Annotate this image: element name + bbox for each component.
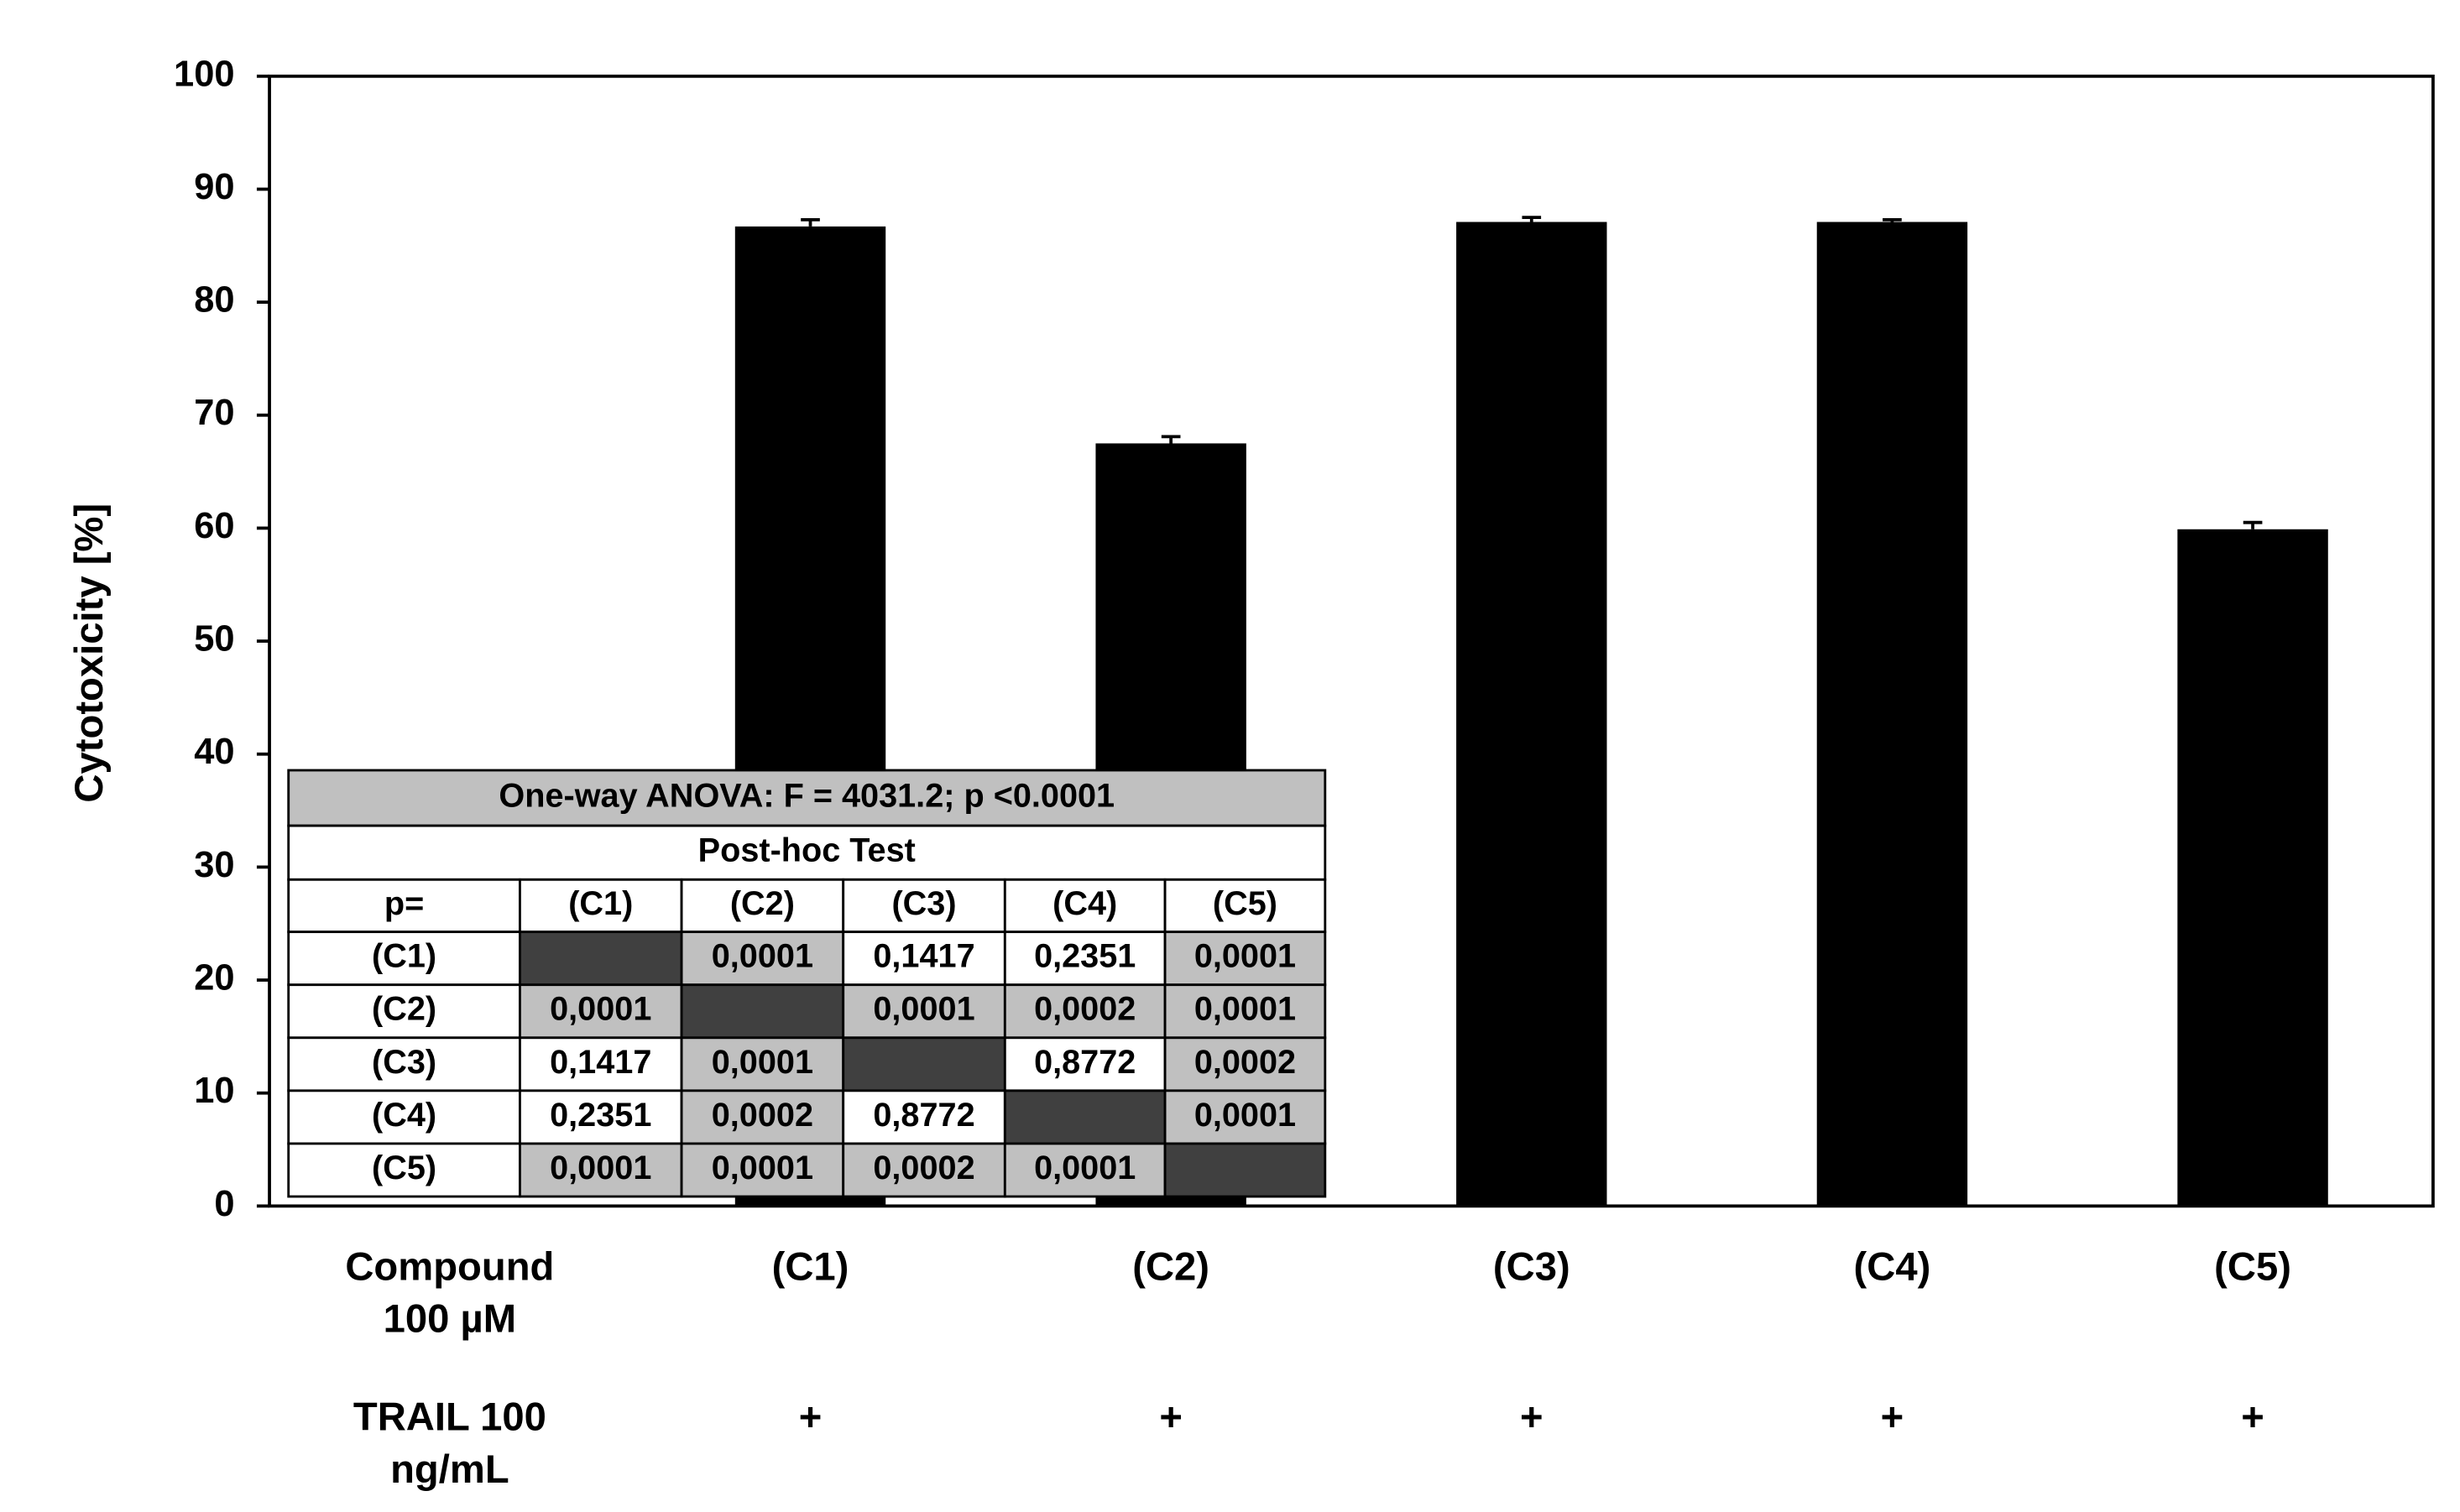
table-cell bbox=[287, 1036, 521, 1092]
table-value: 0,0001 bbox=[873, 991, 974, 1028]
table-header-cell bbox=[519, 878, 683, 934]
table-header-cell bbox=[842, 878, 1006, 934]
x-tick-label: (C5) bbox=[2214, 1244, 2291, 1289]
table-header-cell bbox=[1003, 878, 1167, 934]
table-cell bbox=[1003, 1036, 1167, 1092]
table-row-header: (C1) bbox=[372, 938, 436, 975]
table-cell bbox=[842, 1089, 1006, 1145]
table-value: 0,0002 bbox=[712, 1097, 813, 1134]
y-tick-label: 60 bbox=[194, 506, 234, 546]
error-bar bbox=[2243, 520, 2263, 529]
y-tick-label: 30 bbox=[194, 845, 234, 885]
x-tick-label: (C1) bbox=[772, 1244, 849, 1289]
table-value: 0,0001 bbox=[550, 991, 651, 1028]
table-header: (C3) bbox=[891, 885, 956, 922]
table-value: 0,0001 bbox=[712, 1044, 813, 1081]
table-cell bbox=[1003, 1089, 1167, 1145]
table-value: 0,1417 bbox=[873, 938, 974, 975]
table-cell bbox=[680, 1142, 845, 1198]
table-value: 0,0002 bbox=[1194, 1044, 1296, 1081]
trail-label: + bbox=[1881, 1395, 1904, 1440]
y-tick-label: 10 bbox=[194, 1071, 234, 1111]
x-tick-label: (C3) bbox=[1493, 1244, 1570, 1289]
error-bar bbox=[1883, 217, 1902, 222]
table-cell bbox=[287, 1142, 521, 1198]
table-cell bbox=[1163, 1036, 1327, 1092]
table-subtitle: Post-hoc Test bbox=[698, 832, 916, 869]
bar bbox=[1816, 222, 1968, 1207]
x-tick-label: (C2) bbox=[1132, 1244, 1209, 1289]
y-tick-label: 90 bbox=[194, 167, 234, 207]
table-header: (C1) bbox=[568, 885, 633, 922]
y-tick-label: 80 bbox=[194, 280, 234, 321]
y-tick-label: 100 bbox=[174, 54, 234, 94]
trail-label: + bbox=[799, 1395, 823, 1440]
table-value: 0,0001 bbox=[712, 1150, 813, 1186]
table-value: 0,0001 bbox=[1194, 938, 1296, 975]
error-bar bbox=[1161, 435, 1181, 444]
table-cell bbox=[680, 1036, 845, 1092]
table-cell bbox=[519, 1089, 683, 1145]
table-title: One-way ANOVA: F = 4031.2; p <0.0001 bbox=[499, 778, 1115, 815]
table-cell bbox=[1003, 983, 1167, 1040]
y-axis-label: Cytotoxicity [%] bbox=[67, 503, 112, 803]
x-tick-label: (C4) bbox=[1854, 1244, 1931, 1289]
table-value: 0,0002 bbox=[873, 1150, 974, 1186]
table-header-cell bbox=[287, 878, 521, 934]
table-subtitle-cell bbox=[287, 824, 1327, 881]
y-tick-label: 50 bbox=[194, 619, 234, 660]
table-value: 0,0001 bbox=[1034, 1150, 1136, 1186]
table-cell bbox=[1163, 1142, 1327, 1198]
table-cell bbox=[1003, 931, 1167, 987]
table-value: 0,0001 bbox=[550, 1150, 651, 1186]
table-title-cell bbox=[287, 769, 1327, 827]
error-bar bbox=[1522, 216, 1542, 222]
table-value: 0,2351 bbox=[550, 1097, 651, 1134]
y-tick-label: 70 bbox=[194, 393, 234, 433]
table-value: 0,0002 bbox=[1034, 991, 1136, 1028]
row-label: TRAIL 100 bbox=[353, 1395, 546, 1440]
table-cell bbox=[842, 1036, 1006, 1092]
y-tick-label: 0 bbox=[214, 1184, 234, 1224]
y-tick-label: 40 bbox=[194, 732, 234, 772]
row-label: ng/mL bbox=[390, 1447, 509, 1492]
table-cell bbox=[519, 931, 683, 987]
table-cell bbox=[519, 1036, 683, 1092]
table-row-header: (C4) bbox=[372, 1097, 436, 1134]
trail-label: + bbox=[1520, 1395, 1543, 1440]
row-label: Compound bbox=[345, 1244, 554, 1289]
table-value: 0,2351 bbox=[1034, 938, 1136, 975]
table-value: 0,8772 bbox=[1034, 1044, 1136, 1081]
table-header: p= bbox=[384, 885, 424, 922]
table-value: 0,0001 bbox=[1194, 1097, 1296, 1134]
table-cell bbox=[1163, 983, 1327, 1040]
table-value: 0,0001 bbox=[1194, 991, 1296, 1028]
table-value: 0,0001 bbox=[712, 938, 813, 975]
trail-label: + bbox=[2241, 1395, 2264, 1440]
table-header: (C5) bbox=[1213, 885, 1277, 922]
bar bbox=[2177, 529, 2328, 1207]
table-value: 0,8772 bbox=[873, 1097, 974, 1134]
bar bbox=[1456, 222, 1607, 1207]
table-cell bbox=[519, 1142, 683, 1198]
y-tick-label: 20 bbox=[194, 958, 234, 998]
table-cell bbox=[680, 983, 845, 1040]
trail-label: + bbox=[1159, 1395, 1183, 1440]
table-row-header: (C5) bbox=[372, 1150, 436, 1186]
table-header: (C2) bbox=[730, 885, 795, 922]
table-cell bbox=[1003, 1142, 1167, 1198]
table-header-cell bbox=[1163, 878, 1327, 934]
row-label: 100 µM bbox=[384, 1297, 516, 1342]
table-row-header: (C3) bbox=[372, 1044, 436, 1081]
table-row-header: (C2) bbox=[372, 991, 436, 1028]
table-cell bbox=[842, 931, 1006, 987]
table-value: 0,1417 bbox=[550, 1044, 651, 1081]
error-bar bbox=[801, 217, 820, 227]
table-header: (C4) bbox=[1052, 885, 1117, 922]
